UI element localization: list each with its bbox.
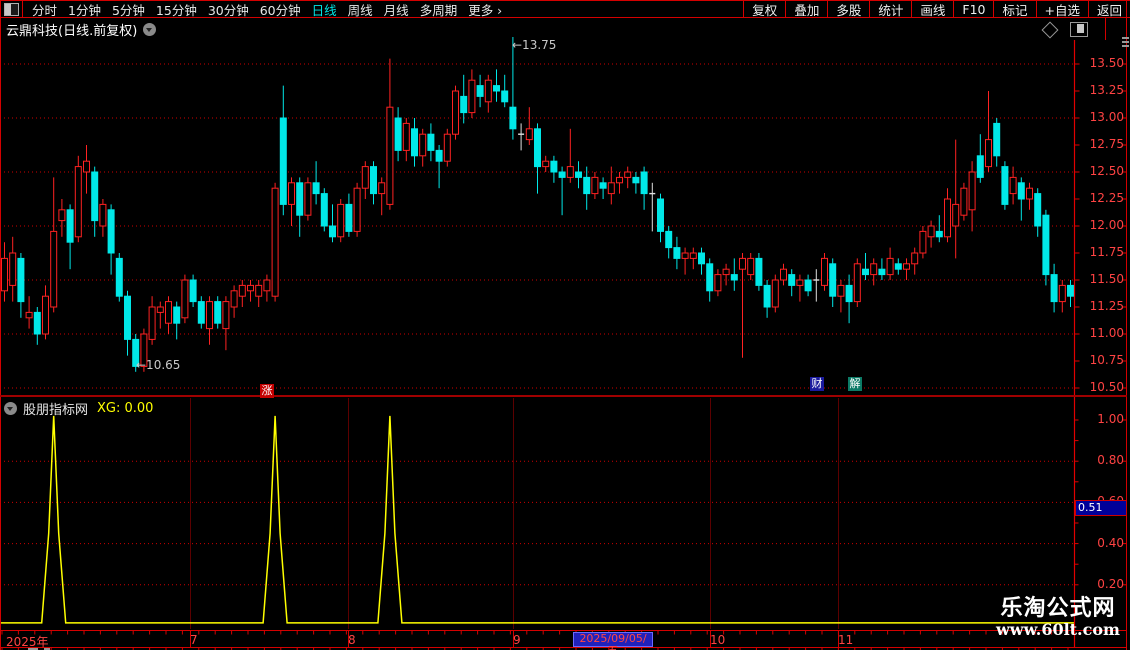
stock-title: 云鼎科技(日线.前复权): [6, 24, 138, 39]
crosshair-date-marker: 2025/09/05/五: [573, 632, 653, 650]
toolbar-button-复权[interactable]: 复权: [743, 1, 785, 18]
indicator-chevron-icon[interactable]: [4, 402, 17, 415]
period-tab-日线[interactable]: 日线: [311, 2, 337, 18]
period-tab-周线[interactable]: 周线: [347, 2, 373, 18]
toolbar-button-画线[interactable]: 画线: [911, 1, 953, 18]
period-tab-60分钟[interactable]: 60分钟: [259, 2, 301, 18]
toolbar-button-统计[interactable]: 统计: [869, 1, 911, 18]
chevron-down-icon[interactable]: [143, 23, 157, 36]
toolbar-button-标记[interactable]: 标记: [993, 1, 1035, 18]
indicator-header: 股朋指标网 XG: 0.00: [4, 399, 153, 418]
clipped-row-fragment: [44, 648, 50, 650]
panel-toggle-icon[interactable]: [1070, 22, 1088, 37]
toolbar-actions: 复权 叠加 多股 统计 画线 F10 标记 +自选 返回: [743, 1, 1130, 18]
indicator-latest-marker: 0.51: [1075, 500, 1127, 516]
month-gridlines: [190, 398, 839, 647]
toolbar-button-叠加[interactable]: 叠加: [785, 1, 827, 18]
watermark-line1: 乐淘公式网: [1000, 595, 1116, 621]
toolbar-button-F10[interactable]: F10: [953, 1, 993, 17]
period-tab-更多 ›[interactable]: 更多 ›: [468, 2, 503, 18]
indicator-name[interactable]: 股朋指标网: [23, 403, 89, 418]
period-tab-1分钟[interactable]: 1分钟: [68, 2, 101, 18]
period-tab-月线[interactable]: 月线: [383, 2, 409, 18]
layout-toggle-icon[interactable]: [0, 1, 23, 17]
period-tab-多周期[interactable]: 多周期: [419, 2, 458, 18]
menu-grip-icon[interactable]: [1122, 37, 1129, 49]
top-toolbar: 分时 1分钟 5分钟 15分钟 30分钟 60分钟 日线 周线 月线 多周期 更多 › 复权 叠加 多股…: [0, 0, 1130, 18]
indicator-value: XG: 0.00: [97, 401, 154, 416]
period-tab-分时[interactable]: 分时: [32, 2, 58, 18]
period-tab-15分钟[interactable]: 15分钟: [155, 2, 197, 18]
period-tab-5分钟[interactable]: 5分钟: [111, 2, 145, 18]
candles-layer: [1, 37, 1074, 372]
toolbar-button-返回[interactable]: 返回: [1087, 1, 1130, 18]
watermark: 乐淘公式网 www.60lt.com: [988, 595, 1128, 639]
axis-ticks: [1, 63, 1127, 650]
period-tab-30分钟[interactable]: 30分钟: [207, 2, 249, 18]
toolbar-button-多股[interactable]: 多股: [827, 1, 869, 18]
toolbar-button-+自选[interactable]: +自选: [1035, 1, 1088, 18]
title-divider: [1105, 18, 1106, 40]
split-square-icon: [3, 2, 19, 16]
watermark-line2: www.60lt.com: [996, 620, 1120, 639]
period-tabs: 分时 1分钟 5分钟 15分钟 30分钟 60分钟 日线 周线 月线 多周期 更多 ›: [23, 1, 503, 18]
title-bar: 云鼎科技(日线.前复权): [0, 19, 157, 40]
indicator-line: [0, 415, 1074, 624]
clipped-row-fragment: [28, 648, 38, 650]
